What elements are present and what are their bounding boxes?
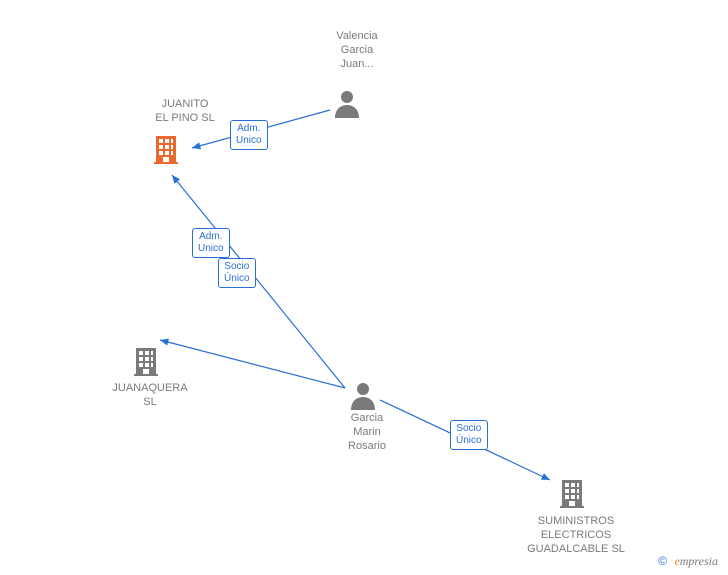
- edge-label-text: Adm.: [199, 231, 222, 242]
- node-label-text: Rosario: [348, 440, 386, 452]
- building-icon: [152, 132, 180, 171]
- node-label-valencia: Valencia Garcia Juan...: [327, 30, 387, 71]
- node-label-juanito: JUANITO EL PINO SL: [140, 98, 230, 126]
- brand-rest: mpresia: [680, 554, 718, 568]
- node-label-garcia: Garcia Marin Rosario: [340, 412, 394, 453]
- node-label-suministros: SUMINISTROS ELECTRICOS GUADALCABLE SL: [516, 515, 636, 556]
- node-label-text: SUMINISTROS: [538, 515, 614, 527]
- edge-label: Adm. Unico: [230, 120, 268, 150]
- person-icon: [332, 88, 362, 123]
- edge-label-text: Socio: [224, 261, 249, 272]
- edge-label: Socio Único: [450, 420, 488, 450]
- building-icon: [132, 344, 160, 383]
- footer-credit: © empresia: [658, 554, 718, 569]
- node-label-text: ELECTRICOS: [541, 529, 611, 541]
- node-label-text: SL: [143, 396, 156, 408]
- edge-label-text: Único: [224, 273, 250, 284]
- edge-label-text: Unico: [236, 135, 262, 146]
- person-icon: [348, 380, 378, 415]
- edge-line: [172, 175, 345, 388]
- node-label-text: Marin: [353, 426, 381, 438]
- copyright-symbol: ©: [658, 554, 667, 568]
- node-label-text: JUANITO: [162, 98, 209, 110]
- edge-label-text: Socio: [456, 423, 481, 434]
- edge-label: Adm. Unico: [192, 228, 230, 258]
- building-icon: [558, 476, 586, 515]
- node-label-text: Valencia: [336, 30, 377, 42]
- node-label-text: Garcia: [351, 412, 383, 424]
- edge-label-text: Único: [456, 435, 482, 446]
- node-label-text: GUADALCABLE SL: [527, 543, 625, 555]
- diagram-canvas: [0, 0, 728, 575]
- node-label-text: JUANAQUERA: [112, 382, 187, 394]
- node-label-text: Juan...: [340, 58, 373, 70]
- edge-label-text: Adm.: [237, 123, 260, 134]
- node-label-text: EL PINO SL: [155, 112, 215, 124]
- edge-label-text: Unico: [198, 243, 224, 254]
- node-label-juanaquera: JUANAQUERA SL: [105, 382, 195, 410]
- edge-line: [160, 340, 345, 388]
- edge-label: Socio Único: [218, 258, 256, 288]
- node-label-text: Garcia: [341, 44, 373, 56]
